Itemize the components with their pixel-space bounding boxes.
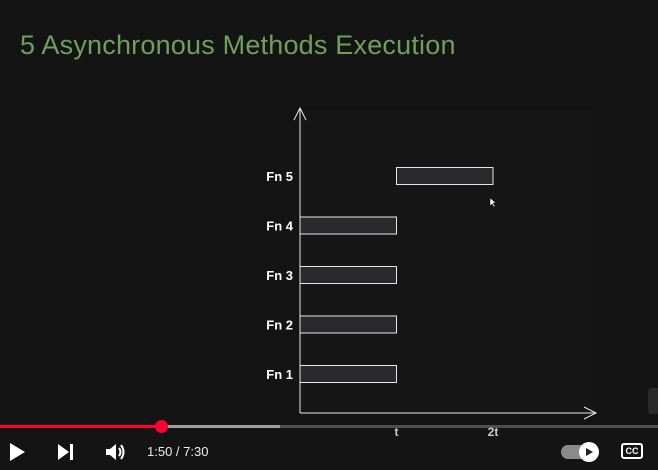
side-panel-handle[interactable] xyxy=(648,388,658,414)
skip-next-icon xyxy=(58,444,73,460)
next-button[interactable] xyxy=(54,440,78,464)
y-tick-label: Fn 2 xyxy=(266,318,293,333)
y-tick-label: Fn 4 xyxy=(266,219,293,234)
bar-fn-2 xyxy=(299,315,397,334)
bar-fn-5 xyxy=(396,167,494,185)
volume-icon xyxy=(106,444,125,460)
closed-captions-button[interactable]: CC xyxy=(621,443,643,459)
volume-button[interactable] xyxy=(104,440,128,464)
autoplay-toggle[interactable] xyxy=(561,442,599,462)
mouse-cursor-icon xyxy=(489,197,497,208)
x-tick-label: 2t xyxy=(488,425,499,439)
bar-fn-3 xyxy=(299,266,397,284)
video-frame[interactable]: 5 Asynchronous Methods Execution Fn 1 Fn … xyxy=(0,0,658,439)
gantt-chart: Fn 1 Fn 2 Fn 3 Fn 4 Fn 5 t 2t xyxy=(266,106,598,439)
time-display: 1:50 / 7:30 xyxy=(147,444,209,459)
progress-scrubber-handle[interactable] xyxy=(154,420,168,433)
x-axis-arrow xyxy=(583,406,598,420)
autoplay-toggle-icon xyxy=(579,442,599,462)
slide-title: 5 Asynchronous Methods Execution xyxy=(20,30,456,60)
chart-panel xyxy=(300,110,595,415)
y-tick-label: Fn 5 xyxy=(266,169,293,184)
play-icon xyxy=(10,443,25,461)
play-button[interactable] xyxy=(5,440,29,464)
progress-bar[interactable] xyxy=(0,420,658,433)
y-axis-arrow xyxy=(293,106,307,121)
bar-fn-4 xyxy=(299,216,397,235)
bar-fn-1 xyxy=(299,365,397,383)
y-tick-label: Fn 1 xyxy=(266,367,293,382)
y-tick-label: Fn 3 xyxy=(266,268,293,283)
player-controls: 1:50 / 7:30 CC xyxy=(0,432,658,470)
progress-played xyxy=(0,425,161,428)
x-tick-label: t xyxy=(395,425,399,439)
